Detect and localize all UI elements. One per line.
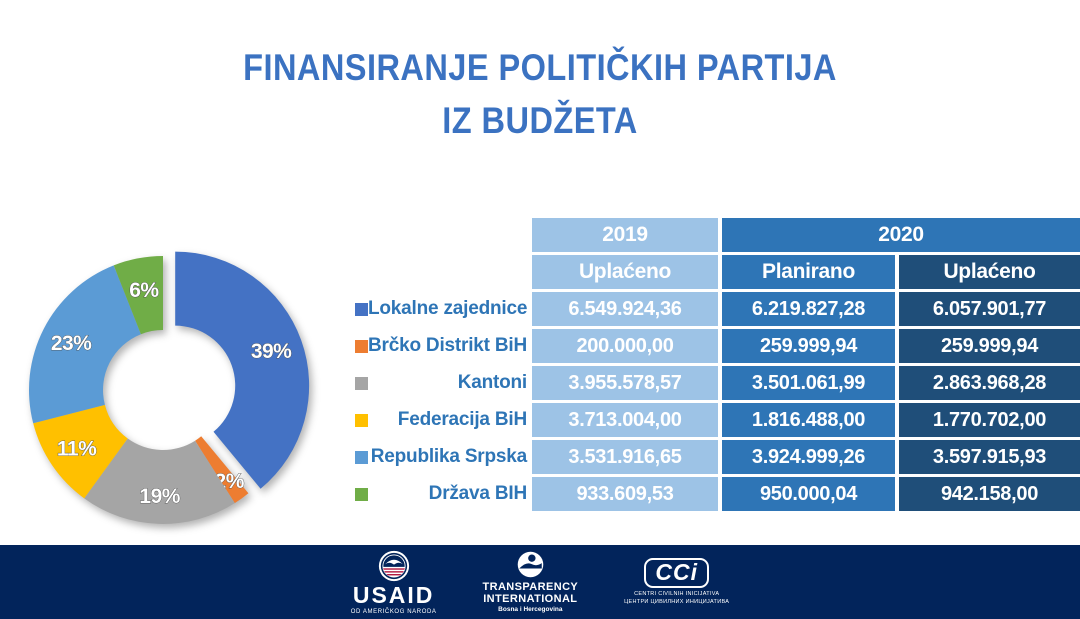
- legend-label: Lokalne zajednice: [368, 298, 528, 319]
- page-title-line1: FINANSIRANJE POLITIČKIH PARTIJA: [243, 47, 837, 88]
- table-cell-r3-c2: 1.770.702,00: [899, 403, 1080, 437]
- footer-bar: USAID OD AMERIČKOG NARODA TRANSPARENCY I…: [0, 545, 1080, 619]
- cci-logo: CCi CENTRI CIVILNIH INICIJATIVA ЦЕНТРИ Ц…: [624, 558, 729, 606]
- legend-item-2: Kantoni: [349, 366, 529, 400]
- table-cell-r0-c1: 6.219.827,28: [722, 292, 895, 326]
- year-header-2019: 2019: [532, 218, 718, 252]
- table-cell-r2-c1: 3.501.061,99: [722, 366, 895, 400]
- legend-item-4: Republika Srpska: [349, 440, 529, 474]
- legend-swatch: [355, 450, 368, 464]
- pie-label-3: 11%: [57, 438, 97, 461]
- usaid-name: USAID: [352, 581, 435, 608]
- table-cell-r2-c0: 3.955.578,57: [532, 366, 718, 400]
- cci-abbr: CCi: [644, 558, 710, 589]
- sub-header-0: Uplaćeno: [532, 255, 718, 289]
- table-cell-r4-c1: 3.924.999,26: [722, 440, 895, 474]
- page-title-line2: IZ BUDŽETA: [442, 99, 638, 141]
- cci-line2: ЦЕНТРИ ЦИВИЛНИХ ИНИЦИЈАТИВА: [624, 598, 730, 605]
- legend-item-1: Brčko Distrikt BiH: [349, 329, 529, 363]
- table-cell-r5-c1: 950.000,04: [722, 477, 895, 511]
- legend-item-5: Država BIH: [349, 477, 529, 511]
- table-cell-r5-c0: 933.609,53: [532, 477, 718, 511]
- legend-label: Federacija BiH: [397, 409, 527, 430]
- cci-line1: CENTRI CIVILNIH INICIJATIVA: [634, 591, 720, 598]
- legend-swatch: [355, 302, 368, 316]
- table-cell-r5-c2: 942.158,00: [899, 477, 1080, 511]
- ti-subtitle: Bosna i Hercegovina: [498, 605, 563, 613]
- pie-label-4: 23%: [51, 332, 92, 355]
- transparency-circle-icon: [517, 551, 544, 577]
- donut-chart: 39%2%19%11%23%6%: [28, 251, 310, 524]
- table-cell-r2-c2: 2.863.968,28: [899, 366, 1080, 400]
- usaid-logo: USAID OD AMERIČKOG NARODA: [351, 550, 437, 615]
- pie-label-0: 39%: [251, 340, 292, 363]
- legend-label: Brčko Distrikt BiH: [368, 335, 527, 356]
- table-cell-r4-c2: 3.597.915,93: [899, 440, 1080, 474]
- legend-item-0: Lokalne zajednice: [349, 292, 529, 326]
- table-cell-r1-c1: 259.999,94: [722, 329, 895, 363]
- legend-swatch: [355, 376, 368, 390]
- pie-slice-3: [33, 404, 128, 499]
- transparency-international-logo: TRANSPARENCY INTERNATIONAL Bosna i Herce…: [483, 551, 579, 614]
- legend-swatch: [355, 413, 368, 427]
- legend-swatch: [355, 487, 368, 501]
- sub-header-1: Planirano: [722, 255, 895, 289]
- usaid-emblem-icon: [378, 550, 409, 581]
- table-cell-r3-c0: 3.713.004,00: [532, 403, 718, 437]
- pie-slice-0: [175, 251, 310, 489]
- pie-slice-5: [113, 256, 163, 335]
- year-header-2020: 2020: [722, 218, 1080, 252]
- sub-header-2: Uplaćeno: [899, 255, 1080, 289]
- pie-slice-4: [28, 265, 141, 424]
- page-title: FINANSIRANJE POLITIČKIH PARTIJA IZ BUDŽE…: [65, 42, 1015, 147]
- table-cell-r0-c2: 6.057.901,77: [899, 292, 1080, 326]
- table-cell-r3-c1: 1.816.488,00: [722, 403, 895, 437]
- usaid-subtitle: OD AMERIČKOG NARODA: [350, 608, 437, 615]
- budget-table: 2019 2020 Uplaćeno Planirano Uplaćeno 6.549.9…: [532, 218, 1080, 511]
- ti-line2: INTERNATIONAL: [483, 593, 578, 606]
- legend-swatch: [355, 339, 368, 353]
- pie-slice-1: [195, 436, 249, 504]
- legend: Lokalne zajednice Brčko Distrikt BiH Kanto…: [349, 292, 529, 511]
- table-cell-r0-c0: 6.549.924,36: [532, 292, 718, 326]
- legend-label: Država BIH: [428, 483, 528, 504]
- cci-subtitle: CENTRI CIVILNIH INICIJATIVA ЦЕНТРИ ЦИВИЛ…: [624, 591, 729, 606]
- pie-slice-2: [84, 438, 235, 524]
- legend-label: Kantoni: [457, 372, 528, 393]
- pie-label-5: 6%: [129, 279, 159, 302]
- legend-label: Republika Srpska: [370, 446, 527, 467]
- table-cell-r1-c2: 259.999,94: [899, 329, 1080, 363]
- table-cell-r4-c0: 3.531.916,65: [532, 440, 718, 474]
- pie-label-2: 19%: [139, 485, 180, 508]
- table-cell-r1-c0: 200.000,00: [532, 329, 718, 363]
- legend-item-3: Federacija BiH: [349, 403, 529, 437]
- ti-line1: TRANSPARENCY: [482, 580, 579, 593]
